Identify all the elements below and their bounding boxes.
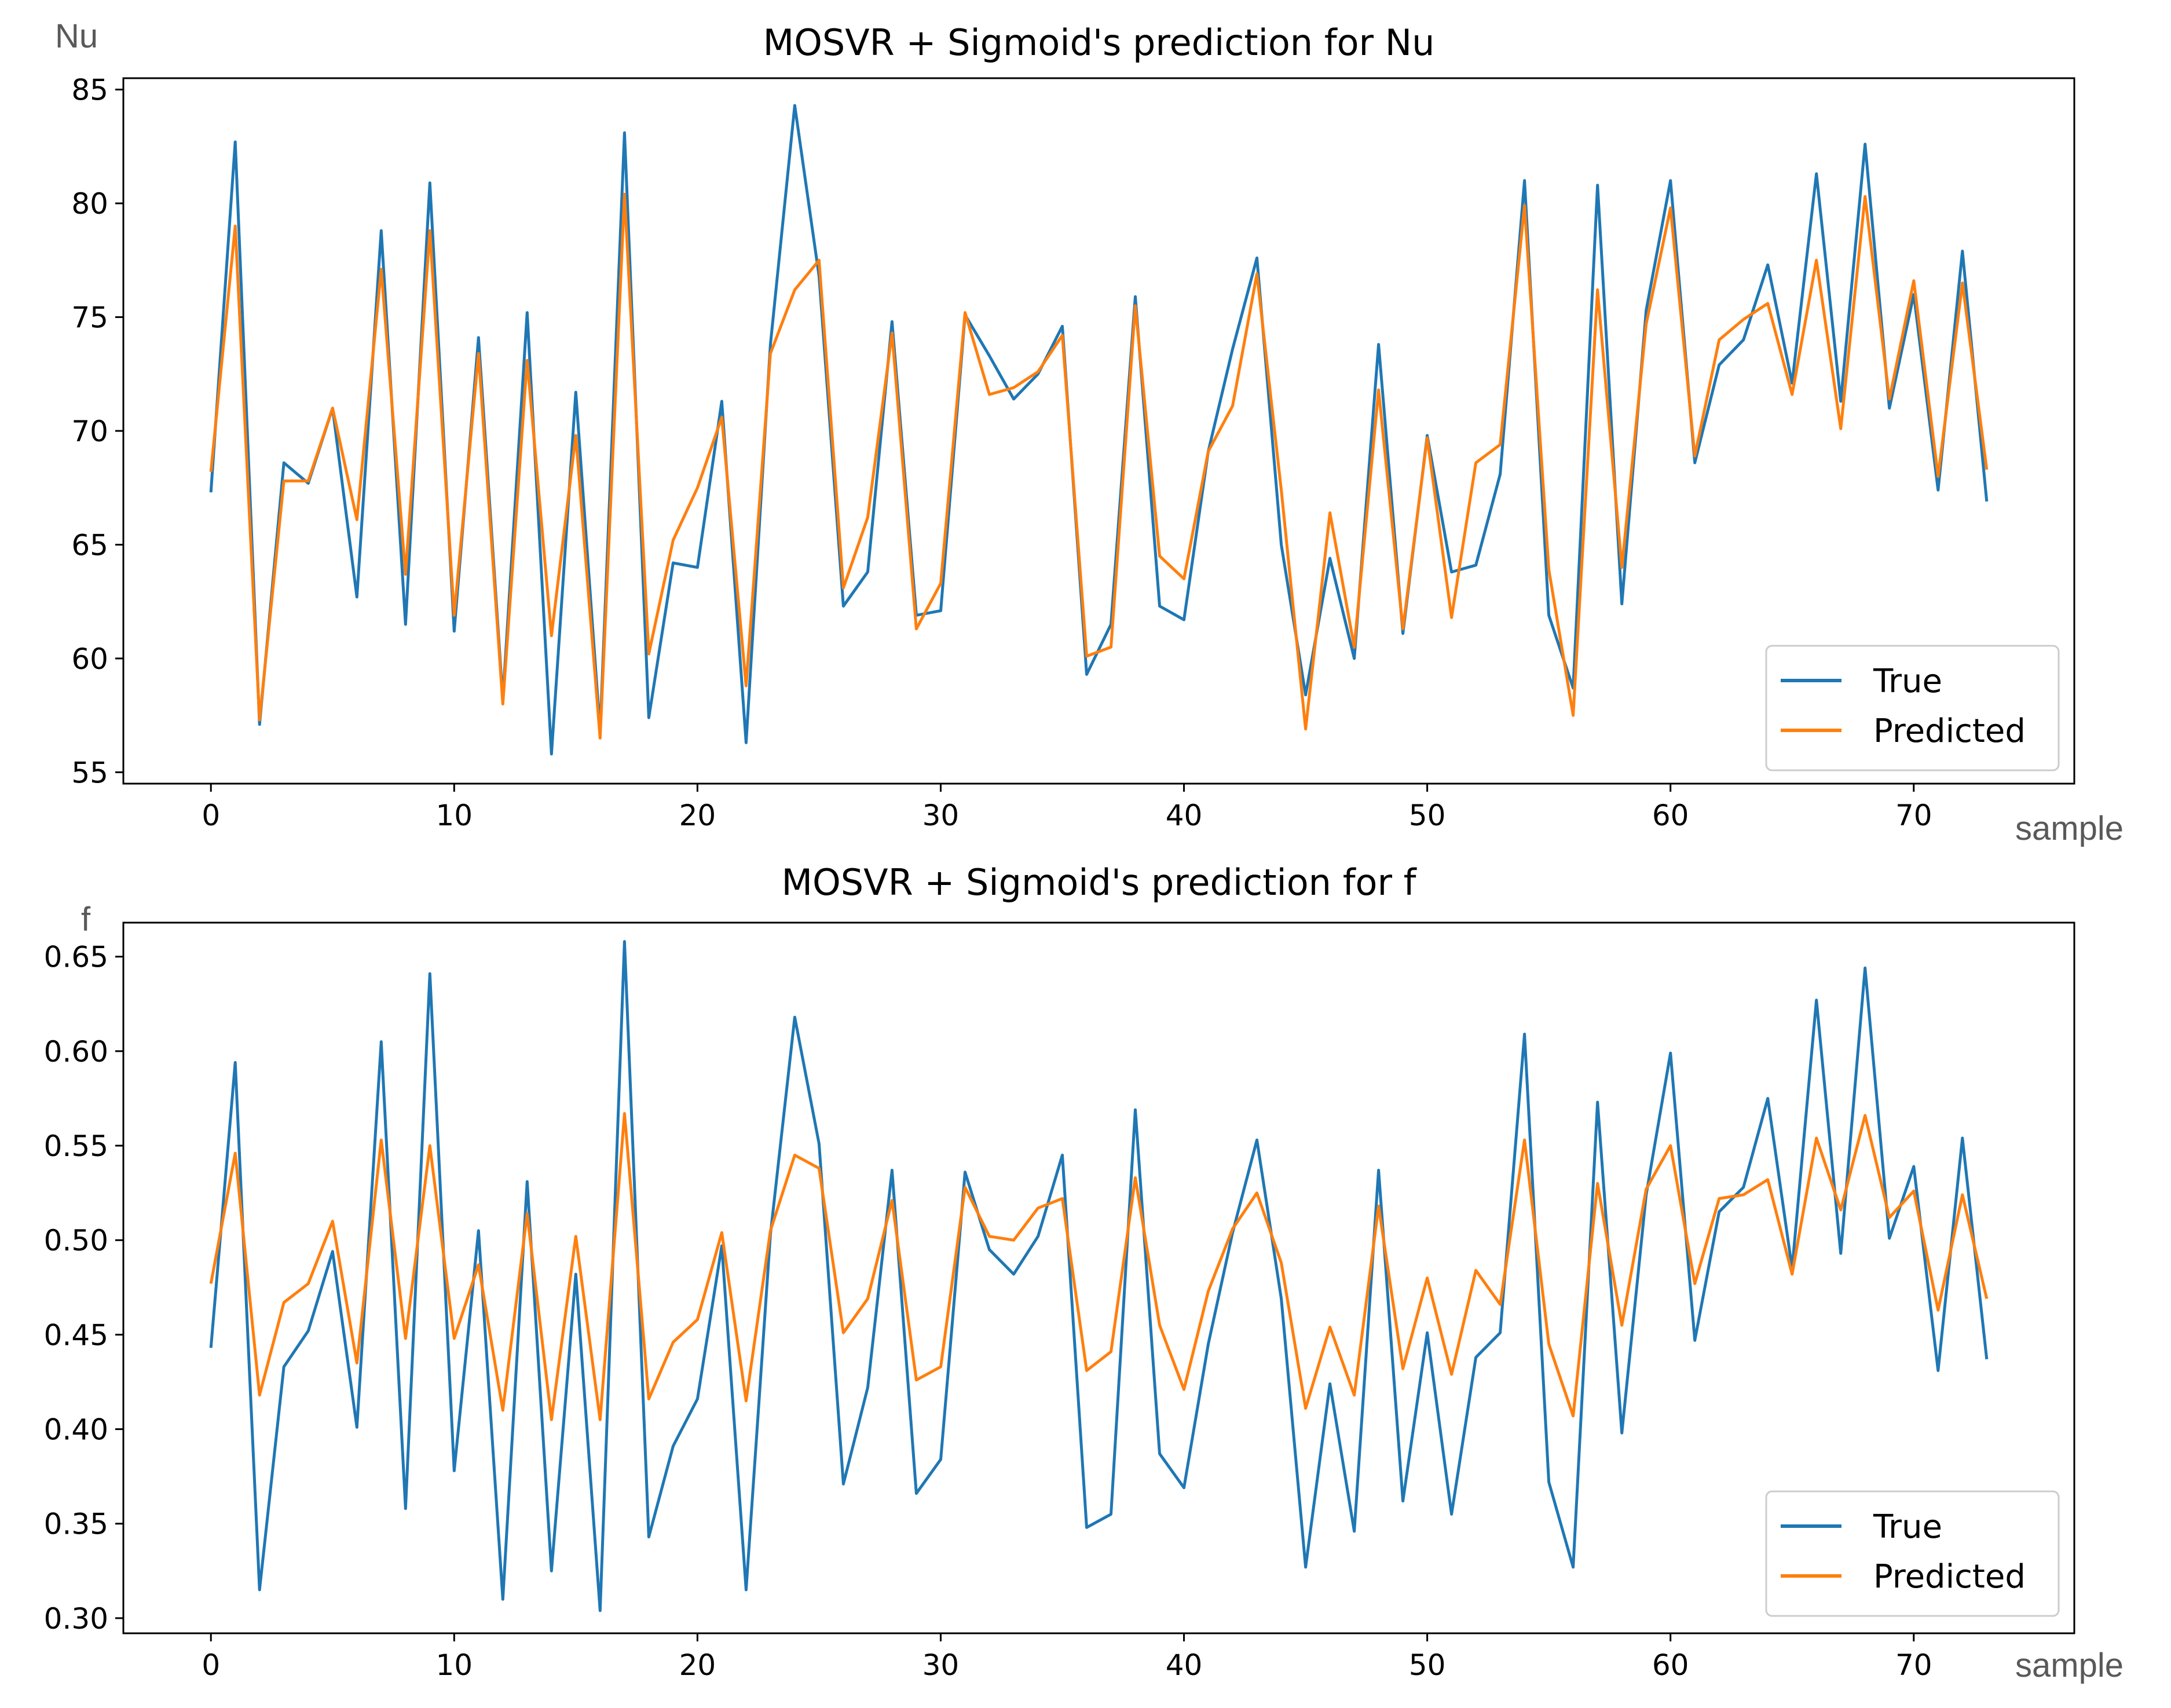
nu-legend-box: [1765, 645, 2060, 771]
nu-y-tick-label: 80: [71, 187, 108, 221]
nu-y-tick-label: 70: [71, 415, 108, 448]
f-x-tick-label: 40: [1166, 1648, 1203, 1682]
f-x-axis-label: sample: [2015, 1647, 2124, 1684]
f-y-tick-label: 0.45: [44, 1318, 108, 1352]
f-x-tick-label: 30: [922, 1648, 960, 1682]
f-y-tick-label: 0.40: [44, 1413, 108, 1447]
nu-x-tick-label: 40: [1166, 799, 1203, 832]
nu-legend-label-true: True: [1873, 663, 1942, 700]
nu-x-tick-label: 10: [435, 799, 473, 832]
f-y-tick-label: 0.50: [44, 1224, 108, 1257]
f-x-tick-label: 10: [435, 1648, 473, 1682]
nu-x-tick-label: 30: [922, 799, 960, 832]
f-y-tick-label: 0.55: [44, 1129, 108, 1163]
f-x-tick-label: 20: [679, 1648, 716, 1682]
f-x-tick-label: 50: [1409, 1648, 1446, 1682]
f-chart: MOSVR + Sigmoid's prediction for f f sampl…: [44, 861, 2124, 1684]
nu-chart-title: MOSVR + Sigmoid's prediction for Nu: [763, 21, 1435, 64]
f-x-tick-label: 70: [1895, 1648, 1932, 1682]
f-plot-frame: [122, 921, 2075, 1634]
f-legend-box: [1765, 1490, 2060, 1617]
f-chart-title: MOSVR + Sigmoid's prediction for f: [782, 861, 1418, 904]
nu-y-tick-label: 55: [71, 756, 108, 789]
nu-x-tick-label: 60: [1652, 799, 1689, 832]
f-y-tick-label: 0.60: [44, 1035, 108, 1069]
f-y-axis-label: f: [81, 901, 91, 938]
f-x-tick-label: 60: [1652, 1648, 1689, 1682]
nu-y-tick-label: 85: [71, 74, 108, 107]
nu-x-tick-label: 0: [202, 799, 220, 832]
nu-legend-label-predicted: Predicted: [1873, 712, 2026, 750]
nu-y-tick-label: 75: [71, 301, 108, 335]
nu-x-tick-label: 50: [1409, 799, 1446, 832]
f-y-tick-label: 0.35: [44, 1508, 108, 1541]
nu-series-line-predicted: [209, 192, 1989, 740]
f-series-line-true: [209, 940, 1989, 1612]
nu-x-tick-label: 20: [679, 799, 716, 832]
f-x-tick-label: 0: [202, 1648, 220, 1682]
nu-x-axis-label: sample: [2015, 810, 2124, 847]
nu-y-axis-label: Nu: [55, 17, 98, 55]
f-legend: True Predicted: [1765, 1490, 2060, 1617]
nu-y-tick-label: 65: [71, 528, 108, 562]
f-y-tick-label: 0.65: [44, 941, 108, 974]
nu-y-tick-label: 60: [71, 642, 108, 676]
f-legend-label-true: True: [1873, 1508, 1942, 1546]
f-series-line-predicted: [209, 1112, 1989, 1421]
nu-legend: True Predicted: [1765, 645, 2060, 771]
f-y-tick-label: 0.30: [44, 1602, 108, 1636]
nu-x-tick-label: 70: [1895, 799, 1932, 832]
f-legend-label-predicted: Predicted: [1873, 1558, 2026, 1596]
nu-plot-frame: [122, 77, 2075, 785]
nu-chart: MOSVR + Sigmoid's prediction for Nu Nu sam…: [55, 17, 2124, 847]
